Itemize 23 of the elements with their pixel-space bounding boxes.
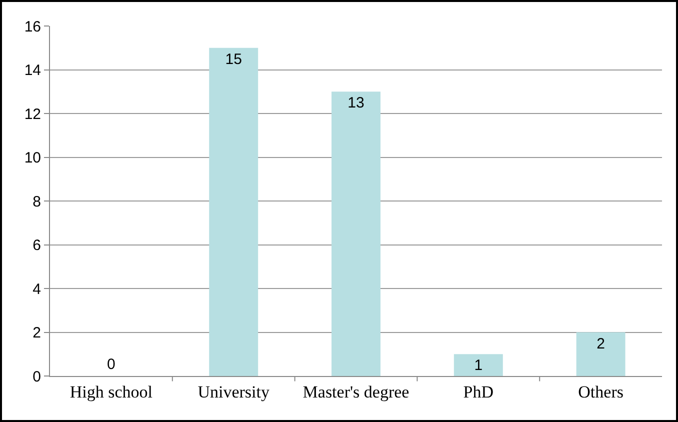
y-tick-label: 14 <box>24 62 41 79</box>
data-label: 15 <box>225 50 242 68</box>
x-tick-label: University <box>198 382 270 402</box>
y-tick-label: 6 <box>32 237 41 254</box>
bar <box>576 332 626 376</box>
x-tick-label: Master's degree <box>302 382 410 402</box>
y-tick-label: 10 <box>24 150 41 166</box>
y-tick-label: 16 <box>24 18 41 36</box>
data-label: 1 <box>474 357 483 374</box>
x-tick-label: PhD <box>463 382 494 402</box>
x-tick-label: High school <box>70 382 153 402</box>
y-tick-label: 4 <box>32 280 41 298</box>
x-tick-label: Others <box>578 382 624 402</box>
data-label: 13 <box>348 94 364 112</box>
bar <box>332 92 380 376</box>
bar <box>209 48 258 376</box>
bar <box>454 354 503 376</box>
y-tick-label: 0 <box>32 368 41 386</box>
y-tick-label: 8 <box>32 193 41 210</box>
data-label: 2 <box>596 335 605 352</box>
data-label: 0 <box>107 356 116 373</box>
y-tick-label: 2 <box>32 324 41 342</box>
y-tick-label: 12 <box>24 106 41 123</box>
